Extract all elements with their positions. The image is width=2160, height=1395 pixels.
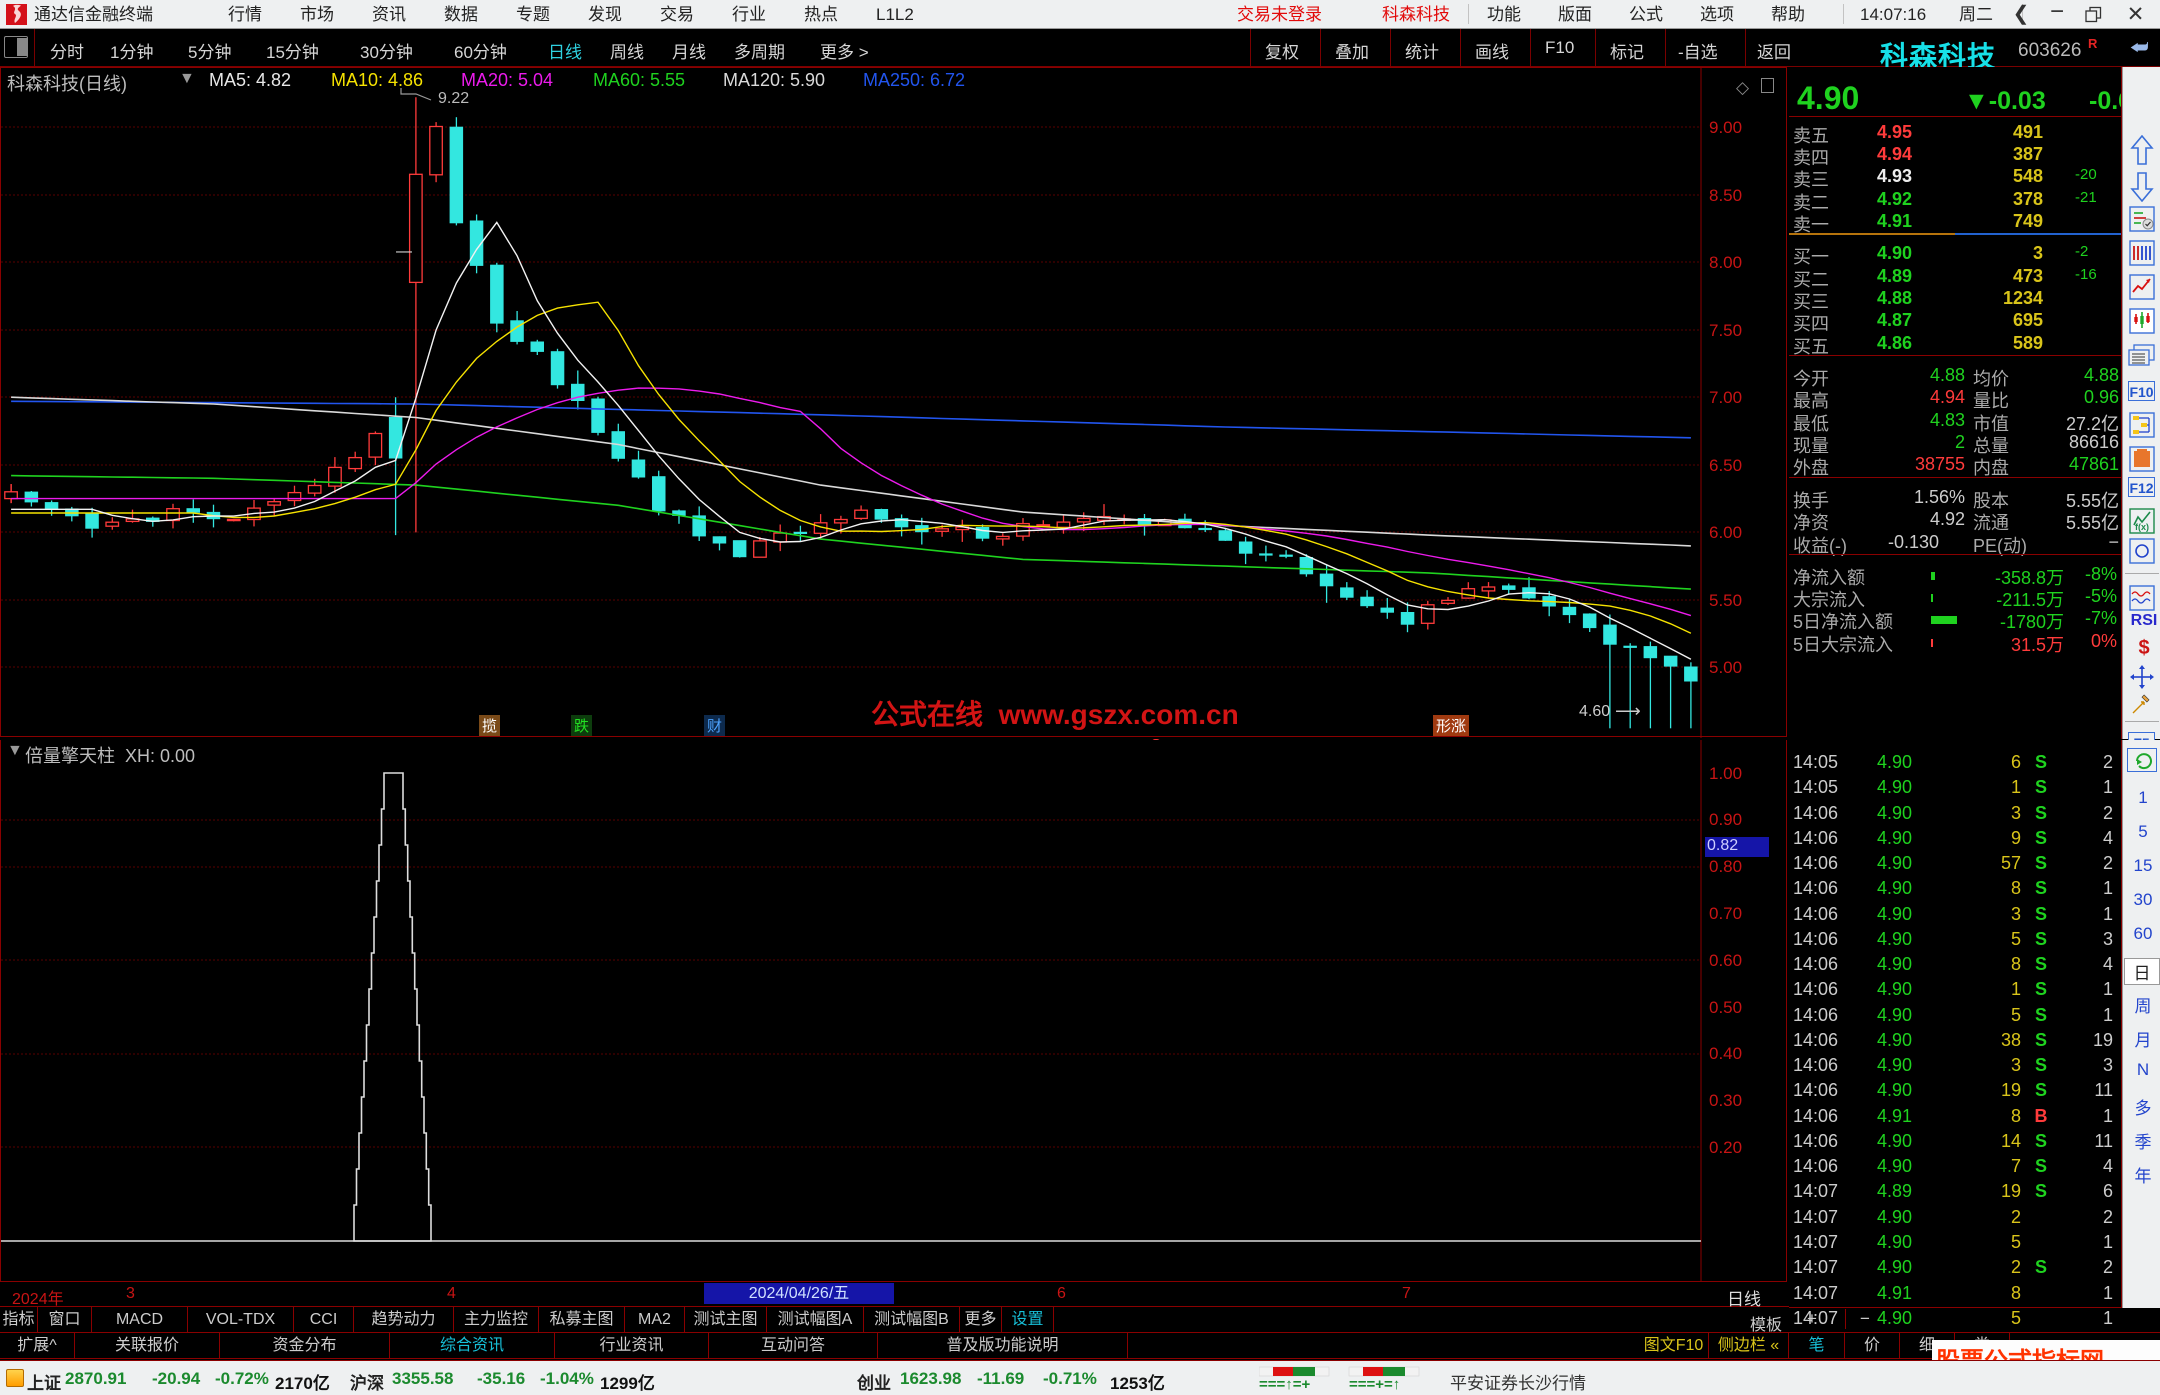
svg-text:===+=↑: ===+=↑ [1349,1376,1400,1392]
svg-text:===↑=+: ===↑=+ [1259,1376,1311,1392]
svg-text:f(x): f(x) [2135,522,2149,532]
